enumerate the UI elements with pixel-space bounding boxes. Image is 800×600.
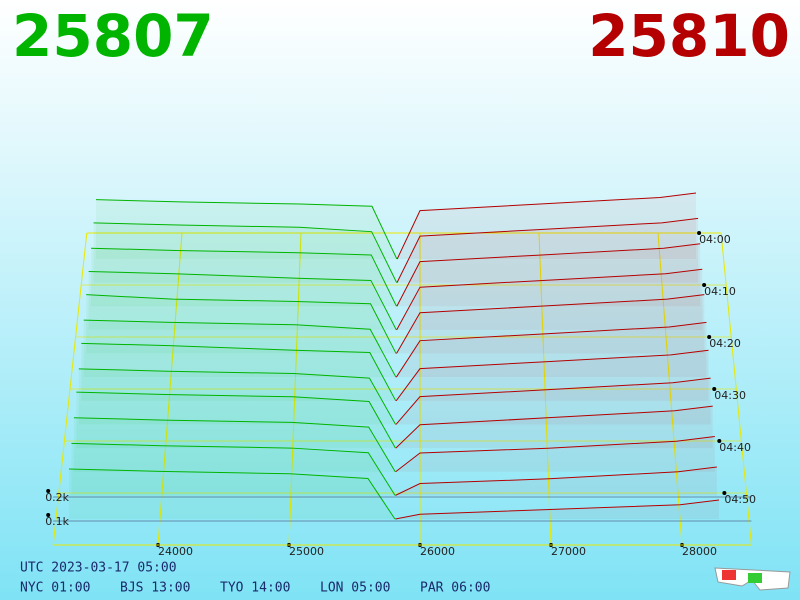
depth-line [396, 192, 697, 260]
depth-line [91, 247, 397, 307]
depth-line [95, 199, 398, 260]
time-tick-label: 04:40 [719, 441, 751, 454]
x-tick-label: 24000 [158, 545, 193, 558]
depth-area [395, 406, 713, 449]
depth-line [73, 417, 396, 472]
depth-line [88, 270, 397, 331]
depth-area [397, 193, 696, 259]
depth-area [69, 468, 395, 519]
depth-area [397, 218, 699, 283]
depth-line [396, 243, 701, 307]
depth-line [395, 321, 707, 378]
zone-time: NYC 01:00 [20, 581, 90, 596]
depth-line [68, 468, 396, 520]
tick-dot [717, 439, 722, 443]
tick-dot [722, 491, 727, 495]
depth-area [78, 368, 396, 425]
depth-area [73, 417, 396, 472]
depth-line [395, 436, 715, 473]
depth-line [396, 268, 703, 331]
depth-line [395, 405, 713, 449]
glasses-icon [714, 567, 791, 591]
time-tick-label: 04:20 [709, 337, 741, 350]
tick-dot [46, 489, 51, 493]
depth-line [71, 442, 396, 496]
time-tick-label: 04:30 [714, 389, 746, 402]
zone-time: PAR 06:00 [420, 581, 490, 596]
depth-area [396, 243, 701, 307]
tick-dot [702, 283, 707, 287]
depth-line [93, 222, 398, 283]
tick-dot [46, 513, 51, 517]
depth-line [396, 294, 705, 354]
depth-line [395, 377, 711, 425]
depth-line [396, 217, 699, 283]
tick-dot [697, 231, 702, 235]
depth-line [395, 499, 720, 520]
zone-time: BJS 13:00 [120, 581, 190, 596]
x-tick-label: 27000 [551, 545, 586, 558]
time-tick-label: 04:00 [699, 233, 731, 246]
zone-time: TYO 14:00 [220, 581, 290, 596]
tick-dot [707, 335, 712, 339]
depth-area [91, 248, 397, 307]
x-tick-label: 26000 [420, 545, 455, 558]
depth-line [395, 349, 709, 402]
depth-area [71, 443, 396, 496]
depth-line [395, 466, 717, 496]
depth-line [78, 368, 397, 425]
depth-line [83, 319, 397, 378]
depth-area [76, 392, 396, 449]
depth-line [86, 294, 397, 354]
bid-price: 25807 [12, 2, 214, 70]
depth-area [396, 322, 707, 378]
plot: 24000 25000 26000 27000 28000 04:00 04:10 04:20… [45, 192, 756, 558]
z-tick-label: 0.1k [45, 515, 69, 528]
depth-area [396, 294, 705, 354]
depth-line [81, 342, 397, 402]
depth-area [396, 350, 709, 401]
ask-price: 25810 [588, 2, 790, 70]
time-tick-label: 04:50 [724, 493, 756, 506]
time-tick-label: 04:10 [704, 285, 736, 298]
utc-time: UTC 2023-03-17 05:00 [20, 561, 177, 576]
depth-area [96, 199, 397, 259]
tick-dot [712, 387, 717, 391]
x-tick-label: 25000 [289, 545, 324, 558]
depth-line [76, 391, 396, 449]
depth-area [93, 222, 397, 283]
x-tick-label: 28000 [682, 545, 717, 558]
zone-time: LON 05:00 [320, 581, 390, 596]
z-tick-label: 0.2k [45, 491, 69, 504]
depth-area [395, 436, 715, 472]
